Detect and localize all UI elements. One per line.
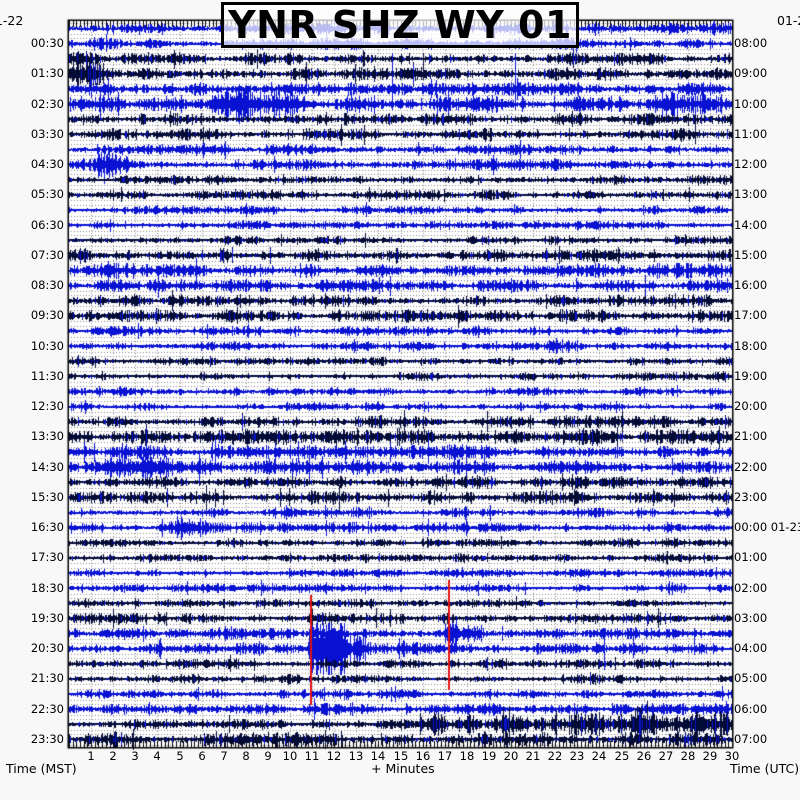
right-time-label: 22:00 xyxy=(734,460,768,474)
left-time-label: 06:30 xyxy=(30,218,64,232)
x-tick-label: 16 xyxy=(415,749,431,763)
right-time-label: 14:00 xyxy=(734,218,768,232)
x-tick-label: 14 xyxy=(370,749,386,763)
left-time-label: 12:30 xyxy=(30,399,64,413)
x-tick-label: 18 xyxy=(459,749,475,763)
left-time-label: 16:30 xyxy=(30,520,64,534)
left-time-label: 22:30 xyxy=(30,702,64,716)
right-time-label: 11:00 xyxy=(734,127,768,141)
left-time-label: 23:30 xyxy=(30,732,64,746)
left-time-label: 04:30 xyxy=(30,157,64,171)
right-time-label: 23:00 xyxy=(734,490,768,504)
x-tick-label: 10 xyxy=(282,749,298,763)
right-time-label: 03:00 xyxy=(734,611,768,625)
axis-label-mst: Time (MST) xyxy=(6,761,77,776)
x-tick-label: 6 xyxy=(198,749,206,763)
x-tick-label: 5 xyxy=(176,749,184,763)
x-tick-label: 7 xyxy=(220,749,228,763)
x-tick-label: 30 xyxy=(724,749,740,763)
x-tick-label: 11 xyxy=(304,749,320,763)
right-time-label: 07:00 xyxy=(734,732,768,746)
x-tick-label: 4 xyxy=(153,749,161,763)
x-tick-label: 25 xyxy=(614,749,630,763)
right-time-label: 21:00 xyxy=(734,429,768,443)
right-time-label: 01:00 xyxy=(734,550,768,564)
x-tick-label: 8 xyxy=(242,749,250,763)
right-time-label: 17:00 xyxy=(734,308,768,322)
left-time-label: 17:30 xyxy=(30,550,64,564)
left-time-label: 05:30 xyxy=(30,187,64,201)
left-time-label: 18:30 xyxy=(30,581,64,595)
right-time-label: 10:00 xyxy=(734,97,768,111)
left-time-label: 02:30 xyxy=(30,97,64,111)
station-title-box: YNR SHZ WY 01 xyxy=(221,2,579,48)
x-tick-label: 3 xyxy=(131,749,139,763)
x-tick-label: 29 xyxy=(702,749,718,763)
left-time-label: 20:30 xyxy=(30,641,64,655)
right-time-label: 18:00 xyxy=(734,339,768,353)
right-time-label: 15:00 xyxy=(734,248,768,262)
x-tick-label: 2 xyxy=(109,749,117,763)
date-top-right: 01-22 xyxy=(777,13,800,28)
right-time-label: 05:00 xyxy=(734,671,768,685)
x-tick-label: 1 xyxy=(87,749,95,763)
left-time-label: 00:30 xyxy=(30,36,64,50)
left-time-label: 13:30 xyxy=(30,429,64,443)
left-time-label: 08:30 xyxy=(30,278,64,292)
x-tick-label: 20 xyxy=(503,749,519,763)
station-title: YNR SHZ WY 01 xyxy=(228,3,572,47)
x-tick-label: 28 xyxy=(680,749,696,763)
x-tick-label: 9 xyxy=(264,749,272,763)
x-tick-label: 27 xyxy=(658,749,674,763)
left-time-label: 10:30 xyxy=(30,339,64,353)
x-tick-label: 21 xyxy=(525,749,541,763)
x-tick-label: 13 xyxy=(348,749,364,763)
right-time-label: 19:00 xyxy=(734,369,768,383)
axis-label-utc: Time (UTC) xyxy=(730,761,800,776)
left-time-label: 11:30 xyxy=(30,369,64,383)
left-time-label: 21:30 xyxy=(30,671,64,685)
x-tick-label: 23 xyxy=(569,749,585,763)
left-time-label: 19:30 xyxy=(30,611,64,625)
right-time-label: 08:00 xyxy=(734,36,768,50)
right-time-label: 02:00 xyxy=(734,581,768,595)
right-time-label: 04:00 xyxy=(734,641,768,655)
x-tick-label: 12 xyxy=(326,749,342,763)
x-tick-label: 24 xyxy=(591,749,607,763)
left-time-label: 01:30 xyxy=(30,66,64,80)
right-time-label: 06:00 xyxy=(734,702,768,716)
x-tick-label: 17 xyxy=(437,749,453,763)
x-tick-label: 19 xyxy=(481,749,497,763)
x-tick-label: 26 xyxy=(636,749,652,763)
left-time-label: 07:30 xyxy=(30,248,64,262)
right-time-label: 16:00 xyxy=(734,278,768,292)
left-time-label: 09:30 xyxy=(30,308,64,322)
x-tick-label: 22 xyxy=(547,749,563,763)
right-time-label: 00:00 01-23 xyxy=(734,520,800,534)
right-time-label: 12:00 xyxy=(734,157,768,171)
left-time-label: 03:30 xyxy=(30,127,64,141)
right-time-label: 09:00 xyxy=(734,66,768,80)
axis-label-minutes: + Minutes xyxy=(371,761,435,776)
left-time-label: 14:30 xyxy=(30,460,64,474)
right-time-label: 13:00 xyxy=(734,187,768,201)
left-time-label: 15:30 xyxy=(30,490,64,504)
right-time-label: 20:00 xyxy=(734,399,768,413)
date-top-left: 01-22 xyxy=(0,13,24,28)
x-tick-label: 15 xyxy=(393,749,409,763)
